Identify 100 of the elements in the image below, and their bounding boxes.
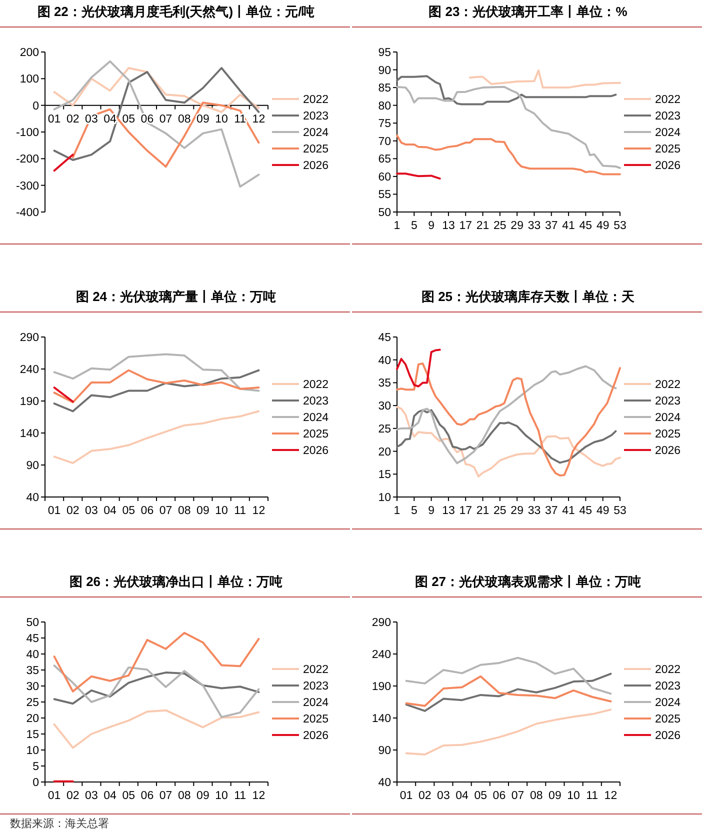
y-tick-label: 240 bbox=[372, 649, 391, 661]
x-tick-label: 03 bbox=[85, 505, 98, 517]
y-tick-label: 100 bbox=[20, 74, 39, 86]
x-tick-label: 5 bbox=[410, 220, 418, 232]
x-tick-label: 07 bbox=[511, 790, 524, 802]
legend-label: 2025 bbox=[655, 714, 681, 726]
x-tick-label: 02 bbox=[418, 790, 432, 802]
x-tick-label: 25 bbox=[494, 220, 506, 232]
y-tick-label: 0 bbox=[32, 777, 39, 789]
legend-label: 2022 bbox=[303, 379, 329, 391]
y-tick-label: 30 bbox=[26, 681, 39, 693]
x-tick-label: 41 bbox=[562, 220, 575, 232]
x-tick-label: 11 bbox=[234, 505, 246, 517]
legend-label: 2023 bbox=[655, 680, 681, 692]
x-tick-label: 9 bbox=[428, 220, 435, 232]
legend-label: 2026 bbox=[303, 445, 329, 457]
chart-title: 图 22：光伏玻璃月度毛利(天然气)丨单位：元/吨 bbox=[37, 4, 315, 19]
x-tick-label: 5 bbox=[410, 505, 418, 517]
x-tick-label: 05 bbox=[122, 505, 136, 517]
y-tick-label: 35 bbox=[378, 378, 391, 390]
x-tick-label: 02 bbox=[66, 790, 80, 802]
y-tick-label: 140 bbox=[20, 428, 39, 440]
x-tick-label: 10 bbox=[215, 505, 228, 517]
x-tick-label: 1 bbox=[394, 220, 400, 232]
x-tick-label: 09 bbox=[196, 505, 210, 517]
x-tick-label: 29 bbox=[510, 505, 524, 517]
y-tick-label: 40 bbox=[26, 649, 39, 661]
x-tick-label: 03 bbox=[437, 790, 450, 802]
legend-label: 2022 bbox=[655, 379, 681, 391]
legend-label: 2026 bbox=[303, 160, 329, 172]
x-tick-label: 01 bbox=[48, 113, 61, 126]
x-tick-label: 07 bbox=[159, 505, 172, 517]
x-tick-label: 01 bbox=[48, 790, 61, 802]
y-tick-label: 95 bbox=[378, 47, 391, 59]
y-tick-label: 85 bbox=[378, 82, 391, 95]
legend-label: 2024 bbox=[655, 697, 682, 709]
x-tick-label: 13 bbox=[442, 505, 455, 517]
y-tick-label: 10 bbox=[378, 492, 391, 504]
x-tick-label: 37 bbox=[544, 220, 558, 232]
y-tick-label: 240 bbox=[20, 364, 39, 376]
legend-label: 2024 bbox=[655, 127, 682, 139]
x-tick-label: 06 bbox=[140, 790, 154, 802]
x-tick-label: 49 bbox=[596, 505, 610, 517]
y-tick-label: 40 bbox=[26, 492, 39, 504]
legend-label: 2024 bbox=[303, 412, 330, 424]
chart-title: 图 25：光伏玻璃库存天数丨单位：天 bbox=[421, 289, 636, 304]
x-tick-label: 37 bbox=[544, 505, 558, 517]
y-tick-label: -100 bbox=[16, 127, 39, 139]
y-tick-label: 40 bbox=[378, 777, 391, 789]
y-tick-label: 35 bbox=[26, 665, 39, 677]
x-tick-label: 17 bbox=[459, 505, 472, 517]
y-tick-label: 190 bbox=[372, 681, 391, 693]
x-tick-label: 12 bbox=[252, 505, 266, 517]
y-tick-label: -400 bbox=[16, 207, 39, 219]
chart-title: 图 24：光伏玻璃产量丨单位：万吨 bbox=[76, 289, 276, 304]
y-tick-label: 200 bbox=[20, 47, 39, 59]
x-tick-label: 05 bbox=[122, 113, 136, 126]
x-tick-label: 11 bbox=[586, 790, 598, 802]
source-note: 数据来源：海关总署 bbox=[10, 817, 109, 830]
x-tick-label: 13 bbox=[442, 220, 455, 232]
legend-label: 2023 bbox=[303, 110, 329, 122]
x-tick-label: 45 bbox=[579, 505, 592, 517]
x-tick-label: 9 bbox=[428, 505, 435, 517]
legend-label: 2026 bbox=[655, 445, 681, 457]
x-tick-label: 41 bbox=[562, 505, 575, 517]
x-tick-label: 12 bbox=[252, 113, 266, 126]
y-tick-label: 190 bbox=[20, 396, 39, 408]
y-tick-label: 45 bbox=[26, 633, 39, 645]
x-tick-label: 01 bbox=[400, 790, 413, 802]
legend-label: 2025 bbox=[655, 144, 681, 156]
x-tick-label: 06 bbox=[140, 113, 154, 126]
legend-label: 2024 bbox=[303, 697, 330, 709]
x-tick-label: 33 bbox=[528, 505, 541, 517]
x-tick-label: 17 bbox=[459, 220, 472, 232]
x-tick-label: 08 bbox=[178, 790, 191, 802]
legend-label: 2025 bbox=[655, 428, 681, 440]
y-tick-label: 65 bbox=[378, 154, 391, 166]
y-tick-label: 15 bbox=[378, 469, 391, 482]
x-tick-label: 05 bbox=[122, 790, 136, 802]
y-tick-label: 70 bbox=[378, 136, 391, 148]
chart-title: 图 23：光伏玻璃开工率丨单位：% bbox=[428, 4, 628, 19]
x-tick-label: 07 bbox=[159, 113, 172, 126]
y-tick-label: -200 bbox=[16, 154, 39, 166]
x-tick-label: 12 bbox=[604, 790, 618, 802]
legend-label: 2025 bbox=[303, 714, 329, 726]
x-tick-label: 07 bbox=[159, 790, 172, 802]
legend-label: 2023 bbox=[303, 396, 329, 408]
x-tick-label: 10 bbox=[567, 790, 580, 802]
x-tick-label: 05 bbox=[474, 790, 488, 802]
y-tick-label: 25 bbox=[378, 423, 391, 436]
x-tick-label: 10 bbox=[215, 790, 228, 802]
y-tick-label: 75 bbox=[378, 118, 391, 130]
x-tick-label: 10 bbox=[215, 113, 228, 126]
y-tick-label: 80 bbox=[378, 100, 391, 112]
y-tick-label: 90 bbox=[378, 64, 391, 77]
x-tick-label: 33 bbox=[528, 220, 541, 232]
y-tick-label: 5 bbox=[32, 761, 39, 773]
legend-label: 2026 bbox=[655, 160, 681, 172]
y-tick-label: 25 bbox=[26, 697, 39, 709]
x-tick-label: 02 bbox=[66, 505, 80, 517]
